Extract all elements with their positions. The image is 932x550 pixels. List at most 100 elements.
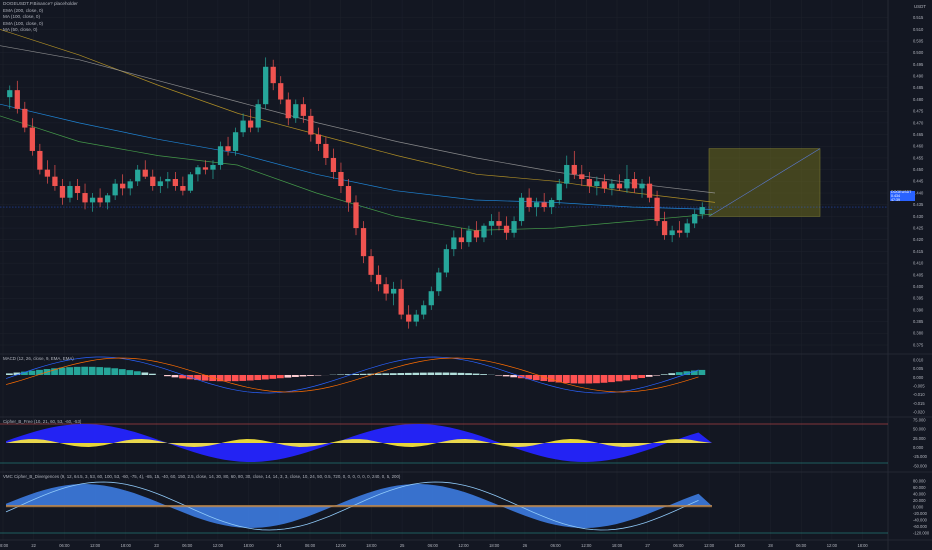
macd-bar-70 [532, 375, 540, 381]
macd-bar-90 [683, 371, 691, 375]
macd-bar-13 [103, 367, 111, 375]
x-tick-label-4: 18:00 [121, 543, 132, 548]
legend-ema100[interactable]: EMA (100, close, 0) [3, 20, 44, 26]
candle-body-54 [413, 314, 419, 322]
y-tick-label-8: 0.475 [913, 109, 924, 114]
candle-body-46 [353, 202, 359, 229]
candle-body-9 [74, 186, 81, 194]
candle-body-68 [518, 197, 525, 222]
macd-bar-88 [668, 373, 676, 375]
candle-body-36 [278, 83, 284, 100]
macd-bar-17 [133, 371, 141, 375]
x-tick-label-15: 12:00 [458, 543, 469, 548]
macd-bar-61 [465, 373, 472, 375]
x-tick-label-22: 06:00 [673, 543, 684, 548]
candle-body-40 [308, 115, 314, 135]
macd-bar-16 [126, 370, 134, 375]
macd-tick-3: -0.005 [913, 384, 925, 389]
macd-bar-23 [179, 375, 186, 379]
legend-ema200[interactable]: EMA (200, close, 0) [3, 7, 44, 13]
candle-body-10 [82, 193, 88, 203]
candle-body-22 [172, 179, 178, 187]
y-tick-label-22: 0.405 [913, 272, 924, 277]
vmc-tick-2: 40.000 [913, 491, 926, 496]
macd-bar-18 [141, 372, 149, 375]
macd-bar-12 [96, 367, 104, 375]
cipher-title[interactable]: Cipher_B_Free (10, 21, 60, 53, -60, -53) [3, 419, 82, 424]
macd-bar-55 [419, 372, 427, 375]
candle-body-49 [375, 274, 382, 285]
macd-tick-6: -0.020 [913, 410, 925, 415]
candle-body-71 [541, 202, 547, 208]
x-tick-label-20: 18:00 [612, 543, 623, 548]
legend-ma100[interactable]: MA (100, close, 0) [3, 14, 41, 20]
macd-bar-56 [427, 372, 435, 375]
candle-body-83 [631, 179, 638, 189]
y-tick-label-5: 0.490 [913, 74, 924, 79]
macd-bar-72 [547, 375, 555, 382]
candle-body-60 [458, 237, 465, 243]
cipher-tick-4: -25.000 [913, 454, 928, 459]
currency-label[interactable]: USDT [914, 4, 926, 9]
y-tick-label-28: 0.375 [913, 342, 924, 347]
macd-bar-25 [194, 375, 201, 381]
macd-bar-87 [660, 374, 668, 375]
symbol-title[interactable]: DOGEUSDT.P.Binance? placeholder [3, 1, 78, 6]
y-tick-label-10: 0.465 [913, 132, 924, 137]
candle-body-13 [104, 195, 111, 203]
macd-bar-39 [299, 375, 307, 377]
macd-bar-1 [13, 372, 21, 375]
macd-bar-50 [382, 373, 390, 375]
macd-bar-77 [585, 375, 593, 384]
cipher-money-flow [6, 439, 712, 447]
y-tick-label-21: 0.410 [913, 261, 924, 266]
y-tick-label-0: 0.515 [913, 15, 924, 20]
macd-bar-29 [224, 375, 232, 382]
macd-bar-74 [562, 375, 570, 384]
macd-bar-0 [6, 373, 13, 375]
cipher-tick-1: 50.000 [913, 427, 926, 432]
vmc-title[interactable]: VMC Cipher_B_Divergences (9, 12, 64.5, 3… [3, 474, 401, 479]
macd-bar-52 [397, 373, 405, 375]
macd-bar-62 [472, 373, 480, 375]
x-tick-label-1: 22 [31, 543, 36, 548]
y-tick-label-17: 0.430 [913, 214, 924, 219]
candle-body-85 [646, 183, 653, 198]
legend-ma50[interactable]: MA (50, close, 0) [3, 27, 38, 33]
candle-body-59 [451, 237, 457, 250]
vmc-tick-8: -120.000 [913, 530, 930, 535]
macd-bar-46 [352, 374, 360, 375]
macd-tick-2: 0.000 [913, 375, 924, 380]
macd-bar-33 [254, 375, 262, 381]
time-axis[interactable]: 18:00 22 06:00 12:00 18:00 23 06:00 12:00 18:00 2… [0, 543, 868, 548]
cipher-tick-5: -50.000 [913, 463, 928, 468]
macd-bar-53 [404, 372, 412, 375]
macd-bar-81 [615, 375, 623, 382]
candle-body-91 [692, 214, 698, 224]
macd-bar-47 [359, 373, 367, 375]
macd-bar-45 [344, 374, 352, 375]
y-tick-label-12: 0.455 [913, 155, 924, 160]
macd-bar-48 [367, 373, 375, 375]
vmc-panel [0, 481, 888, 534]
candle-body-24 [187, 174, 194, 191]
cipher-tick-3: 0.000 [913, 445, 924, 450]
candle-body-73 [556, 183, 562, 201]
macd-bar-78 [593, 375, 600, 384]
macd-title[interactable]: MACD (12, 26, close, 9, EMA, EMA) [3, 356, 74, 361]
x-tick-label-8: 18:00 [243, 543, 254, 548]
macd-bar-3 [28, 370, 36, 375]
macd-bar-14 [111, 368, 119, 375]
macd-bar-57 [435, 372, 442, 375]
y-tick-label-23: 0.400 [913, 284, 924, 289]
candle-body-80 [609, 183, 615, 189]
price-axis[interactable]: 0.515 0.510 0.505 0.500 0.495 0.490 0.485 0.480… [913, 15, 930, 535]
macd-bar-63 [480, 374, 487, 375]
macd-bar-76 [578, 375, 585, 384]
candle-body-37 [285, 99, 291, 119]
candle-body-4 [37, 150, 43, 170]
macd-bar-86 [653, 375, 661, 376]
candle-body-2 [22, 108, 28, 128]
candle-body-29 [225, 146, 231, 151]
